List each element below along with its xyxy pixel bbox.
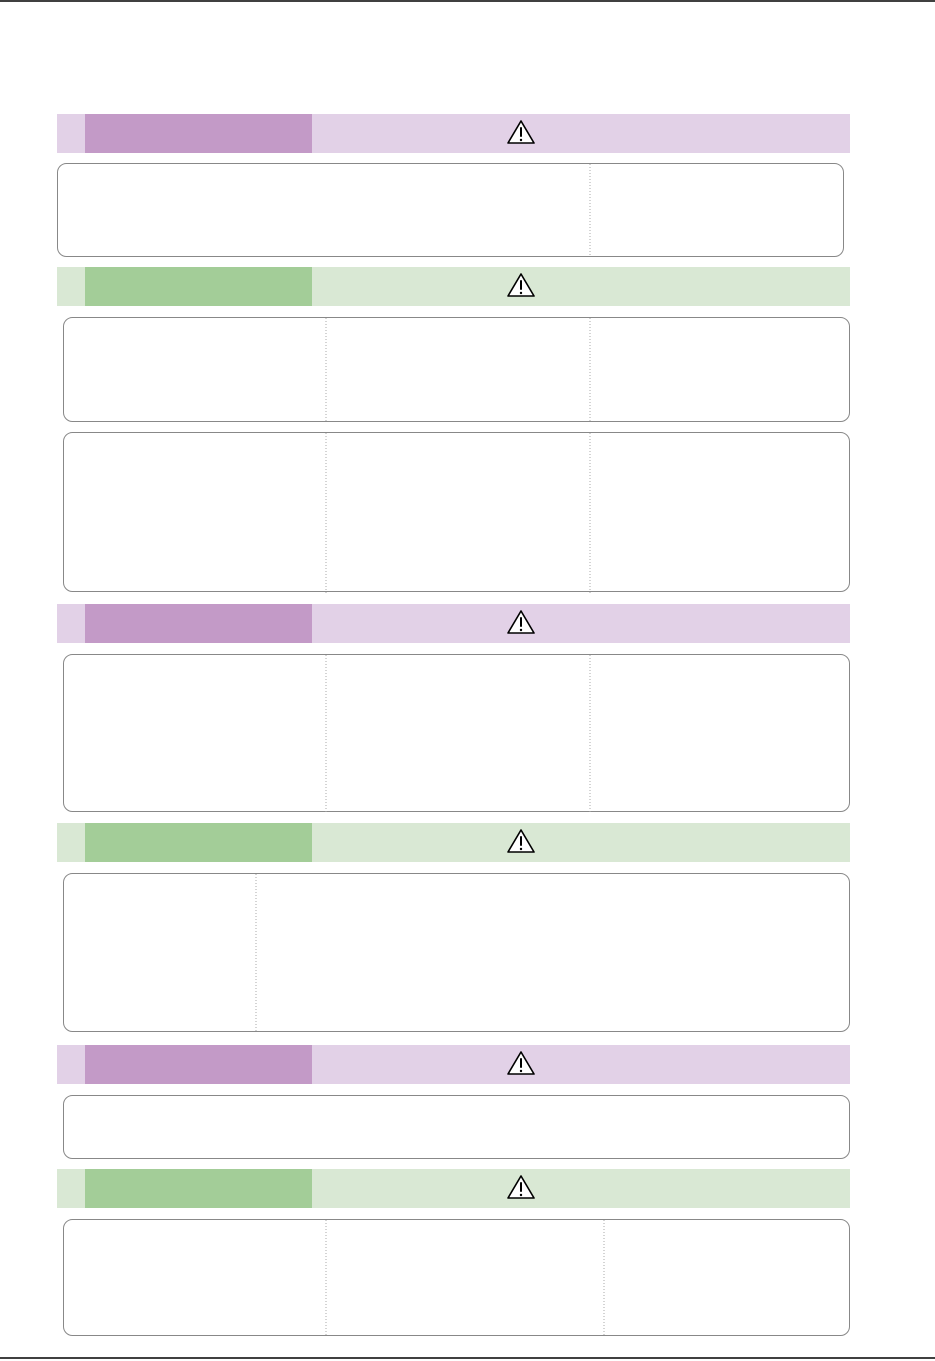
content-box — [63, 654, 850, 812]
section-header — [57, 1169, 850, 1208]
content-box — [63, 873, 850, 1032]
section-header — [57, 1045, 850, 1084]
section-header — [57, 114, 850, 153]
section-header — [57, 267, 850, 306]
section-header — [57, 604, 850, 643]
content-box — [63, 432, 850, 595]
content-box — [63, 317, 850, 422]
content-box — [63, 1219, 850, 1336]
content-box — [63, 1095, 850, 1159]
section-header — [57, 823, 850, 862]
content-box — [57, 163, 844, 257]
